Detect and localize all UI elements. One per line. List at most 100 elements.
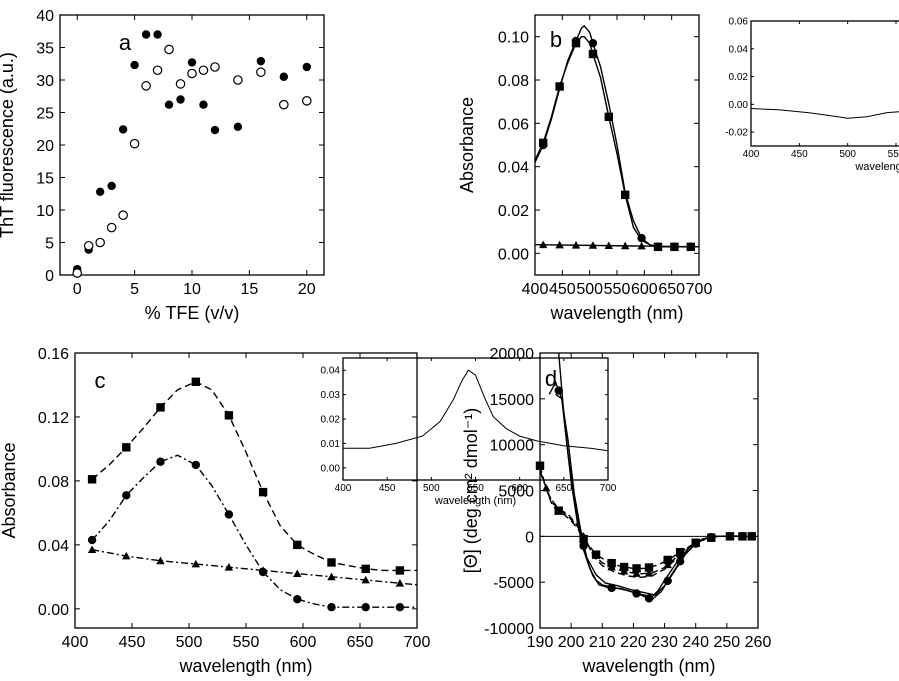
data-point [691,539,700,547]
series-line [91,454,417,608]
y-tick-label: 0.02 [729,72,749,83]
series-line [539,470,752,575]
x-tick-label: 500 [839,149,856,160]
data-point [604,112,613,122]
panel-letter: a [119,30,132,55]
data-point [164,100,174,109]
x-tick-label: 400 [743,149,760,160]
y-tick-label: 5 [45,236,54,253]
y-tick-label: 0.10 [498,30,529,47]
data-point [95,237,105,248]
data-point [554,386,563,395]
series [534,24,699,252]
y-tick-label: -0.02 [725,128,748,139]
data-point [187,68,197,79]
data-point [293,540,302,550]
data-point [327,572,336,581]
data-point [604,241,613,250]
x-tick-label: 5 [130,281,139,298]
x-tick-label: 0 [73,281,82,298]
data-point [637,241,646,250]
series [534,240,700,251]
data-point [293,595,302,604]
data-point [535,461,545,470]
data-point [224,411,234,420]
data-point [293,569,302,577]
series [87,454,417,612]
data-point [675,549,685,558]
x-tick-label: 20 [298,281,316,298]
series [73,30,311,274]
x-axis-label: wavelength (nm) [581,656,715,676]
data-point [686,242,695,251]
x-tick-label: 650 [658,281,685,298]
data-point [395,566,405,575]
y-tick-label: 5000 [498,484,534,501]
x-tick-label: 450 [549,281,576,298]
data-point [141,30,151,39]
data-point [361,575,370,584]
data-point [87,545,97,554]
data-point [233,122,243,131]
data-point [95,187,105,196]
x-tick-label: 250 [714,634,741,651]
x-tick-label: 700 [686,281,713,298]
data-point [130,60,139,70]
x-tick-label: 500 [176,634,203,651]
y-tick-label: 0.04 [498,160,529,177]
panel-d: 190 200 210 220 230 240 250 260 -10000 -5000 0 5000… [461,346,771,676]
data-point [632,569,641,577]
inset-line [750,108,899,119]
y-axis-label: [Θ] (deg cm² dmol⁻¹) [461,408,481,574]
plot-frame [74,352,418,629]
x-tick-label: 240 [682,634,709,651]
x-axis-label: % TFE (v/v) [145,303,240,323]
data-point [210,62,220,72]
y-tick-label: 20000 [490,346,535,363]
panel-b: 400 450 500 550 600 650 7000.000.020.040.060.0… [457,14,899,323]
y-tick-label: 0.06 [729,17,749,28]
data-point [224,510,234,519]
data-point [670,242,679,250]
inset: 400 450 500 550 600 650 700 0.00 0.01 0.02 0.03 0.0… [321,357,617,507]
data-point [619,566,629,575]
data-point [327,558,336,567]
y-tick-label: 0.00 [498,246,529,263]
data-point [644,569,654,577]
inset-line [343,369,609,452]
series [72,44,312,278]
y-tick-label: 15000 [490,392,535,409]
data-point [87,535,97,545]
y-tick-label: 0.01 [321,439,341,450]
y-tick-label: 0.02 [321,415,341,426]
data-point [156,403,165,412]
x-tick-label: 500 [423,483,440,494]
x-tick-label: 600 [511,483,528,494]
series [535,461,756,573]
y-tick-label: 0.04 [38,538,69,555]
y-tick-label: 10 [36,203,54,220]
data-point [118,210,128,220]
x-tick-label: 600 [631,281,658,298]
series [539,471,752,579]
series-line [91,381,417,572]
data-point [118,125,128,134]
data-point [571,38,581,48]
y-tick-label: 0.04 [321,366,341,377]
y-tick-label: 0.16 [38,346,69,363]
x-tick-label: 450 [119,634,146,651]
data-point [152,65,163,76]
data-point [156,556,165,565]
data-point [588,241,598,249]
y-tick-label: 20 [36,138,54,155]
data-point [607,583,616,593]
data-point [156,457,165,466]
plot-frame [59,14,325,276]
x-tick-label: 220 [620,634,647,651]
inset: 400450500550600650700-0.020.000.020.040.… [725,17,899,173]
panel-a: 0 5 10 15 20 0 5 10 15 20 25 30 35 40 % TFE (v/v) ThT f… [0,8,325,323]
data-point [644,594,654,603]
data-point [621,241,630,250]
series-line [555,393,752,596]
